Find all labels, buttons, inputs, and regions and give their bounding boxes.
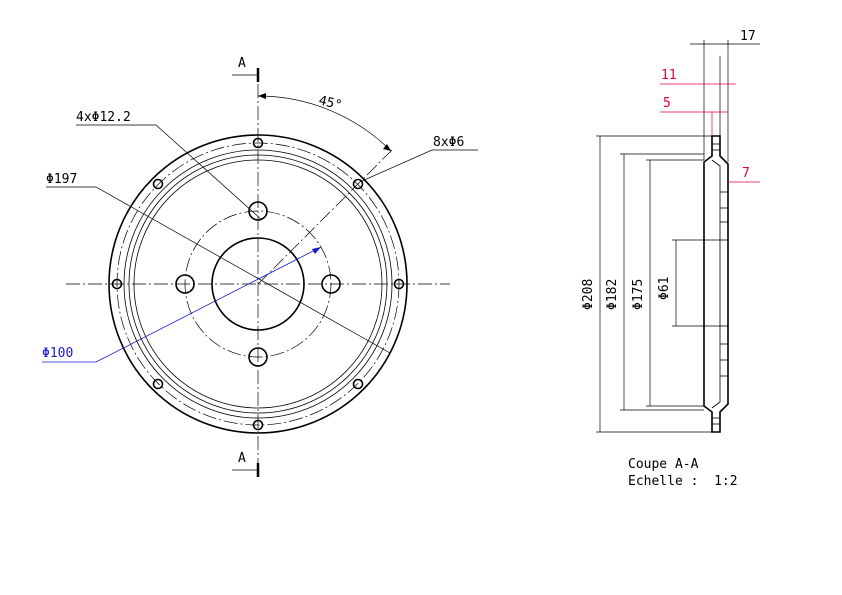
dia-208-label: Φ208	[581, 279, 596, 310]
section-inner-edge	[711, 159, 721, 409]
angle-45-line	[257, 149, 393, 285]
small-hole	[352, 178, 364, 190]
small-hole	[393, 278, 405, 290]
outer-rim-circle	[108, 134, 408, 434]
small-hole-label: 8xΦ6	[433, 135, 464, 150]
scale-caption: Echelle : 1:2	[628, 474, 738, 489]
angle-label: 45°	[317, 93, 343, 113]
angle-arrow-end	[383, 144, 391, 151]
bolt-hole-bottom	[248, 347, 268, 367]
section-label-top: A	[238, 56, 246, 71]
dia-175-label: Φ175	[631, 279, 646, 310]
dim-17-label: 17	[740, 29, 756, 44]
leader-small-holes	[361, 149, 478, 182]
rim-groove-circle	[133, 159, 383, 409]
section-view: 17 11 5 7 Φ208 Φ182 Φ175 Φ61 Coupe A-A E…	[581, 29, 760, 489]
bolt-circle-label: Φ100	[42, 346, 73, 361]
small-hole	[111, 278, 123, 290]
angle-arc	[257, 95, 392, 152]
center-bore	[211, 237, 305, 331]
section-label-bottom: A	[238, 451, 246, 466]
leader-large-holes	[76, 124, 263, 221]
outer-diameter-label: Φ197	[46, 172, 77, 187]
dia-182-label: Φ182	[605, 279, 620, 310]
dim-5-label: 5	[663, 96, 671, 111]
angle-arrow-start	[258, 93, 266, 99]
dim-7-label: 7	[742, 166, 750, 181]
dim-11-label: 11	[661, 68, 677, 83]
section-profile	[703, 135, 729, 433]
small-hole	[252, 419, 264, 431]
bolt-pitch-circle	[184, 210, 332, 358]
small-hole	[352, 378, 364, 390]
section-caption: Coupe A-A	[628, 457, 699, 472]
leader-bolt-circle	[42, 246, 322, 363]
dia-61-label: Φ61	[657, 277, 672, 300]
rim-inner-circle	[123, 149, 393, 419]
bolt-circle-arrow	[312, 247, 321, 254]
large-hole-label: 4xΦ12.2	[76, 110, 131, 125]
small-hole-pitch-circle	[116, 142, 400, 426]
small-hole	[252, 137, 264, 149]
rim-step-circle	[128, 154, 388, 414]
bolt-hole-right	[321, 274, 341, 294]
bolt-hole-left	[175, 274, 195, 294]
small-hole	[152, 378, 164, 390]
small-hole	[152, 178, 164, 190]
front-view: A A 45° 4xΦ12.2 8xΦ6 Φ197 Φ100	[42, 56, 478, 477]
bolt-hole-top	[248, 201, 268, 221]
leader-outer-diameter	[46, 186, 391, 354]
